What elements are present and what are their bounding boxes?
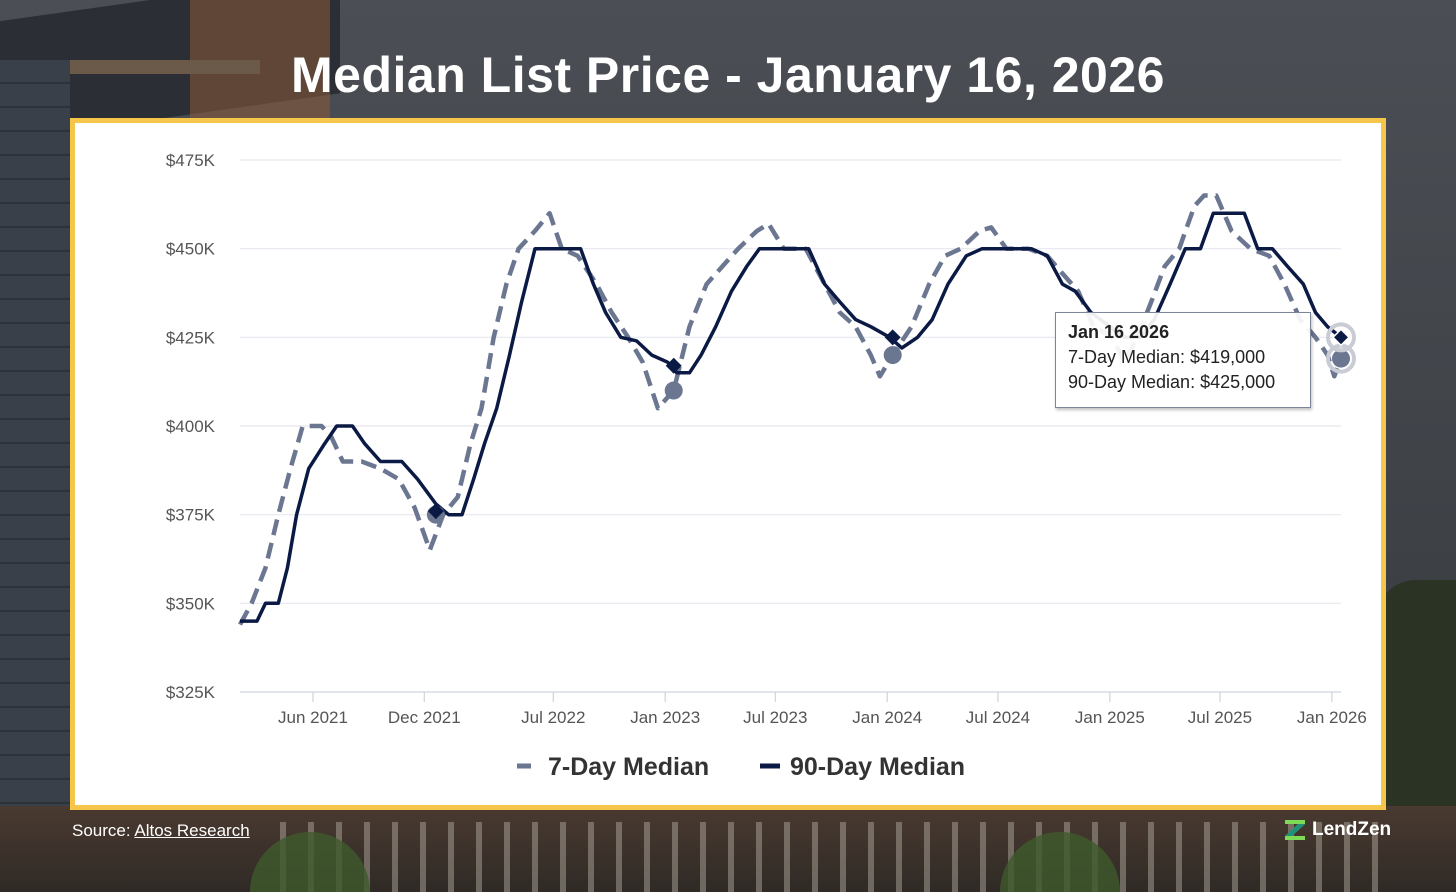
tooltip-seven-day: 7-Day Median: $419,000 xyxy=(1068,347,1266,367)
chart-panel: $325K $350K $375K $400K $425K $450K $475K Jun 2… xyxy=(70,118,1386,810)
y-tick-label: $425K xyxy=(166,328,216,347)
legend-label-7-day: 7-Day Median xyxy=(548,753,709,781)
background-house-siding xyxy=(0,60,70,892)
y-tick-label: $325K xyxy=(166,683,216,702)
y-tick-label: $350K xyxy=(166,594,216,613)
marker-90-day xyxy=(665,357,682,374)
x-tick-label: Jul 2022 xyxy=(521,708,585,727)
background-deck xyxy=(0,806,1456,892)
line-chart: $325K $350K $375K $400K $425K $450K $475K Jun 2… xyxy=(166,151,1367,781)
x-tick-label: Jul 2025 xyxy=(1188,708,1252,727)
marker-7-day xyxy=(1332,349,1350,368)
marker-7-day xyxy=(883,346,902,365)
lendzen-logo-icon xyxy=(1285,820,1305,840)
marker-90-day xyxy=(427,503,444,520)
brand-logo: LendZen xyxy=(1284,819,1391,841)
legend-label-90-day: 90-Day Median xyxy=(790,753,965,781)
series-line-90-day xyxy=(240,211,1343,623)
tooltip-ninety-day: 90-Day Median: $425,000 xyxy=(1068,372,1276,392)
source-link[interactable]: Altos Research xyxy=(134,821,250,840)
page-title: Median List Price - January 16, 2026 xyxy=(291,47,1165,103)
x-tick-label: Jul 2023 xyxy=(743,708,807,727)
source-prefix: Source: xyxy=(72,821,131,840)
x-tick-label: Jan 2023 xyxy=(630,708,700,727)
y-tick-label: $400K xyxy=(166,417,216,436)
y-tick-label: $475K xyxy=(166,151,216,170)
marker-90-day xyxy=(1331,328,1351,347)
series-line-7-day xyxy=(238,193,1344,626)
x-tick-label: Dec 2021 xyxy=(388,708,461,727)
tooltip-date: Jan 16 2026 xyxy=(1068,322,1170,342)
x-tick-label: Jan 2026 xyxy=(1297,708,1367,727)
chart-tooltip: Jan 16 2026 7-Day Median: $419,000 90-Da… xyxy=(1055,312,1311,408)
y-tick-label: $450K xyxy=(166,240,216,259)
source-credit: Source: Altos Research xyxy=(72,821,250,841)
x-tick-label: Jan 2025 xyxy=(1075,708,1145,727)
x-tick-label: Jun 2021 xyxy=(278,708,348,727)
brand-name: LendZen xyxy=(1312,819,1392,840)
y-tick-label: $375K xyxy=(166,506,216,525)
x-tick-label: Jan 2024 xyxy=(852,708,922,727)
marker-90-day xyxy=(884,329,901,346)
background-railing xyxy=(280,822,1400,892)
x-tick-label: Jul 2024 xyxy=(966,708,1030,727)
marker-7-day xyxy=(664,381,683,400)
marker-90-day-halo xyxy=(1326,322,1356,353)
